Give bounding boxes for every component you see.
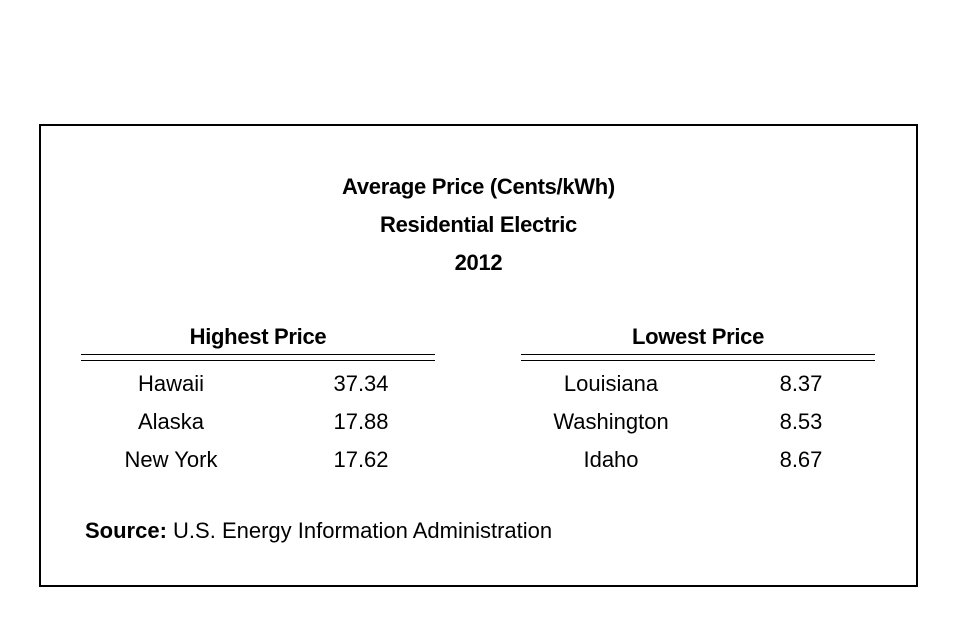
price-value: 17.88 (333, 409, 389, 434)
heading-divider (521, 354, 875, 361)
price-value: 37.34 (333, 371, 389, 396)
state-name: Hawaii (137, 371, 205, 396)
price-value: 8.37 (779, 371, 823, 396)
source-text: U.S. Energy Information Administration (173, 518, 553, 543)
price-value: 17.62 (333, 447, 389, 472)
chart-title-line-1: Average Price (Cents/kWh) (342, 174, 615, 199)
price-value: 8.53 (779, 409, 823, 434)
heading-divider (81, 354, 435, 361)
chart-title-line-3: 2012 (454, 250, 503, 275)
price-value: 8.67 (779, 447, 823, 472)
state-name: New York (124, 447, 218, 472)
table-row: Louisiana 8.37 (521, 365, 875, 403)
state-name: Alaska (137, 409, 205, 434)
lowest-price-heading: Lowest Price (631, 324, 765, 349)
chart-title-line-2: Residential Electric (380, 212, 577, 237)
state-name: Louisiana (563, 371, 659, 396)
source-note: Source: U.S. Energy Information Administ… (85, 518, 552, 544)
lowest-price-table: Lowest Price Louisiana 8.37 Washington 8… (521, 324, 875, 479)
highest-price-heading: Highest Price (189, 324, 327, 349)
source-label: Source: (85, 518, 167, 543)
table-row: New York 17.62 (81, 441, 435, 479)
table-row: Hawaii 37.34 (81, 365, 435, 403)
table-row: Washington 8.53 (521, 403, 875, 441)
highest-price-table: Highest Price Hawaii 37.34 Alaska 17.88 … (81, 324, 435, 479)
state-name: Washington (553, 409, 669, 434)
state-name: Idaho (583, 447, 639, 472)
chart-frame: Average Price (Cents/kWh) Residential El… (39, 124, 918, 587)
table-row: Idaho 8.67 (521, 441, 875, 479)
table-row: Alaska 17.88 (81, 403, 435, 441)
